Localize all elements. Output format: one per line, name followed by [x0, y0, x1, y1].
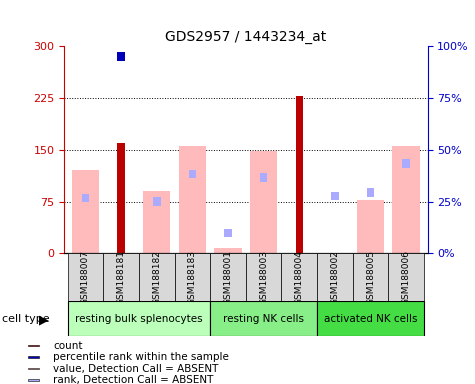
Text: GSM188182: GSM188182	[152, 250, 161, 305]
Bar	[392, 146, 420, 253]
Text: GSM188183: GSM188183	[188, 250, 197, 305]
Text: GSM188181: GSM188181	[117, 250, 125, 305]
Bar	[67, 253, 104, 301]
Text: cell type: cell type	[2, 314, 50, 324]
Bar	[260, 173, 267, 182]
Title: GDS2957 / 1443234_at: GDS2957 / 1443234_at	[165, 30, 326, 44]
Bar	[352, 253, 389, 301]
Bar	[389, 253, 424, 301]
Bar	[117, 143, 125, 253]
Bar	[28, 356, 39, 358]
Text: rank, Detection Call = ABSENT: rank, Detection Call = ABSENT	[53, 375, 213, 384]
Bar	[210, 253, 246, 301]
Bar	[72, 170, 99, 253]
Text: GSM188007: GSM188007	[81, 250, 90, 305]
Bar	[295, 96, 303, 253]
Text: resting NK cells: resting NK cells	[223, 314, 304, 324]
Bar	[214, 248, 242, 253]
Bar	[104, 253, 139, 301]
Text: GSM188002: GSM188002	[331, 250, 339, 305]
Bar	[189, 170, 196, 178]
Bar	[367, 189, 374, 197]
Bar	[143, 191, 171, 253]
Bar	[250, 151, 277, 253]
Bar	[28, 345, 39, 346]
Bar	[139, 253, 175, 301]
Text: resting bulk splenocytes: resting bulk splenocytes	[75, 314, 203, 324]
Bar	[175, 253, 210, 301]
Text: GSM188004: GSM188004	[295, 250, 304, 305]
Text: ▶: ▶	[39, 313, 48, 326]
Bar	[153, 197, 161, 206]
Bar	[179, 146, 206, 253]
Text: GSM188001: GSM188001	[224, 250, 232, 305]
Bar	[357, 200, 384, 253]
Text: count: count	[53, 341, 83, 351]
Bar	[67, 301, 210, 336]
Bar	[82, 194, 89, 202]
Bar	[28, 368, 39, 369]
Text: activated NK cells: activated NK cells	[324, 314, 417, 324]
Bar	[246, 253, 282, 301]
Bar	[317, 253, 352, 301]
Text: GSM188003: GSM188003	[259, 250, 268, 305]
Text: value, Detection Call = ABSENT: value, Detection Call = ABSENT	[53, 364, 218, 374]
Bar	[402, 159, 410, 168]
Bar	[317, 301, 424, 336]
Bar	[224, 228, 232, 237]
Bar	[331, 192, 339, 200]
Bar	[210, 301, 317, 336]
Text: percentile rank within the sample: percentile rank within the sample	[53, 352, 229, 362]
Text: GSM188006: GSM188006	[402, 250, 410, 305]
Bar	[28, 379, 39, 381]
Bar	[117, 52, 125, 61]
Bar	[281, 253, 317, 301]
Text: GSM188005: GSM188005	[366, 250, 375, 305]
